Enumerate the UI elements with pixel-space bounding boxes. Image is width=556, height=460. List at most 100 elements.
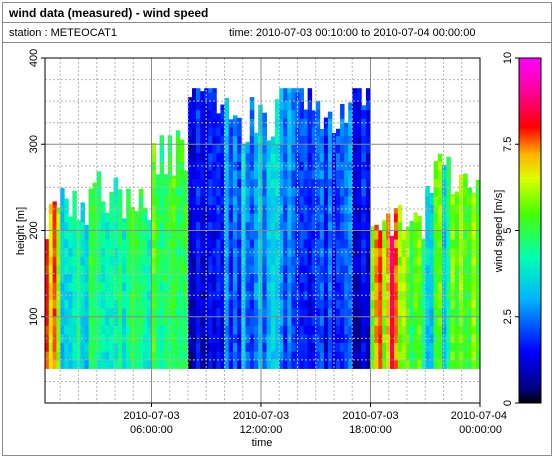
heatmap-cell <box>200 101 205 111</box>
heatmap-cell <box>216 196 221 206</box>
heatmap-cell <box>291 316 296 326</box>
heatmap-cell <box>92 239 98 249</box>
heatmap-cell <box>96 308 102 318</box>
heatmap-cell <box>299 92 304 102</box>
heatmap-cell <box>249 230 255 240</box>
heatmap-cell <box>275 187 280 197</box>
heatmap-cell <box>307 325 313 335</box>
heatmap-cell <box>331 152 337 162</box>
heatmap-cell <box>413 230 418 240</box>
heatmap-cell <box>374 351 379 361</box>
heatmap-cell <box>315 359 321 369</box>
heatmap-cell <box>319 196 325 206</box>
heatmap-cell <box>374 239 379 249</box>
heatmap-cell <box>45 256 50 266</box>
heatmap-cell <box>52 201 57 206</box>
heatmap-cell <box>266 256 272 266</box>
heatmap-cell <box>126 230 131 240</box>
heatmap-cell <box>245 178 251 188</box>
heatmap-cell <box>270 282 276 292</box>
heatmap-cell <box>421 238 426 240</box>
heatmap-cell <box>356 316 362 326</box>
heatmap-cell <box>60 282 65 292</box>
heatmap-cell <box>237 256 242 266</box>
heatmap-cell <box>109 247 114 257</box>
heatmap-cell <box>327 282 333 292</box>
heatmap-cell <box>323 256 329 266</box>
y-tick-label: 300 <box>28 135 40 153</box>
heatmap-cell <box>171 308 177 318</box>
heatmap-cell <box>303 351 309 361</box>
heatmap-cell <box>105 247 110 257</box>
heatmap-cell <box>117 351 123 361</box>
heatmap-cell <box>237 359 242 369</box>
heatmap-cell <box>405 308 410 318</box>
heatmap-cell <box>352 152 358 162</box>
heatmap-cell <box>155 256 160 266</box>
heatmap-cell <box>232 239 238 249</box>
heatmap-cell <box>96 359 102 369</box>
heatmap-cell <box>208 109 213 119</box>
heatmap-cell <box>216 299 221 309</box>
heatmap-cell <box>275 308 280 318</box>
heatmap-cell <box>331 316 337 326</box>
heatmap-cell <box>291 342 296 352</box>
heatmap-cell <box>163 316 169 326</box>
heatmap-cell <box>196 213 201 223</box>
heatmap-cell <box>446 239 451 249</box>
heatmap-cell <box>76 325 81 335</box>
heatmap-cell <box>266 334 272 344</box>
heatmap-cell <box>64 282 69 292</box>
heatmap-cell <box>196 351 201 361</box>
heatmap-cell <box>105 265 110 275</box>
heatmap-cell <box>126 325 131 335</box>
heatmap-cell <box>287 230 292 240</box>
heatmap-cell <box>88 188 94 197</box>
heatmap-cell <box>291 152 296 162</box>
heatmap-cell <box>336 187 341 197</box>
heatmap-cell <box>88 308 94 318</box>
heatmap-cell <box>224 109 230 119</box>
heatmap-cell <box>56 282 61 292</box>
heatmap-cell <box>253 230 259 240</box>
heatmap-cell <box>253 247 259 257</box>
heatmap-cell <box>382 308 387 318</box>
heatmap-cell <box>232 308 238 318</box>
heatmap-cell <box>249 170 255 180</box>
heatmap-cell <box>143 239 148 249</box>
heatmap-cell <box>417 359 422 369</box>
heatmap-cell <box>100 247 106 257</box>
heatmap-cell <box>390 247 395 257</box>
heatmap-cell <box>442 351 447 361</box>
heatmap-cell <box>437 239 443 249</box>
heatmap-cell <box>393 213 399 223</box>
heatmap-cell <box>344 325 349 335</box>
heatmap-cell <box>117 247 123 257</box>
heatmap-cell <box>417 239 422 249</box>
heatmap-cell <box>344 187 349 197</box>
heatmap-cell <box>241 213 246 223</box>
heatmap-cell <box>409 247 414 257</box>
heatmap-cell <box>187 316 193 326</box>
heatmap-cell <box>311 342 317 352</box>
heatmap-cell <box>100 204 106 214</box>
heatmap-cell <box>216 152 221 162</box>
heatmap-cell <box>356 213 362 223</box>
heatmap-cell <box>48 342 53 352</box>
heatmap-cell <box>126 334 131 344</box>
heatmap-cell <box>365 170 371 180</box>
heatmap-cell <box>475 179 481 188</box>
heatmap-cell <box>204 299 209 309</box>
heatmap-cell <box>258 161 263 171</box>
heatmap-cell <box>241 282 246 292</box>
heatmap-cell <box>390 334 395 344</box>
heatmap-cell <box>378 299 383 309</box>
heatmap-cell <box>258 104 263 111</box>
heatmap-cell <box>352 221 358 231</box>
heatmap-cell <box>68 282 73 292</box>
heatmap-cell <box>138 282 144 292</box>
heatmap-cell <box>241 239 246 249</box>
heatmap-cell <box>245 204 251 214</box>
heatmap-cell <box>361 247 367 257</box>
heatmap-cell <box>241 247 246 257</box>
